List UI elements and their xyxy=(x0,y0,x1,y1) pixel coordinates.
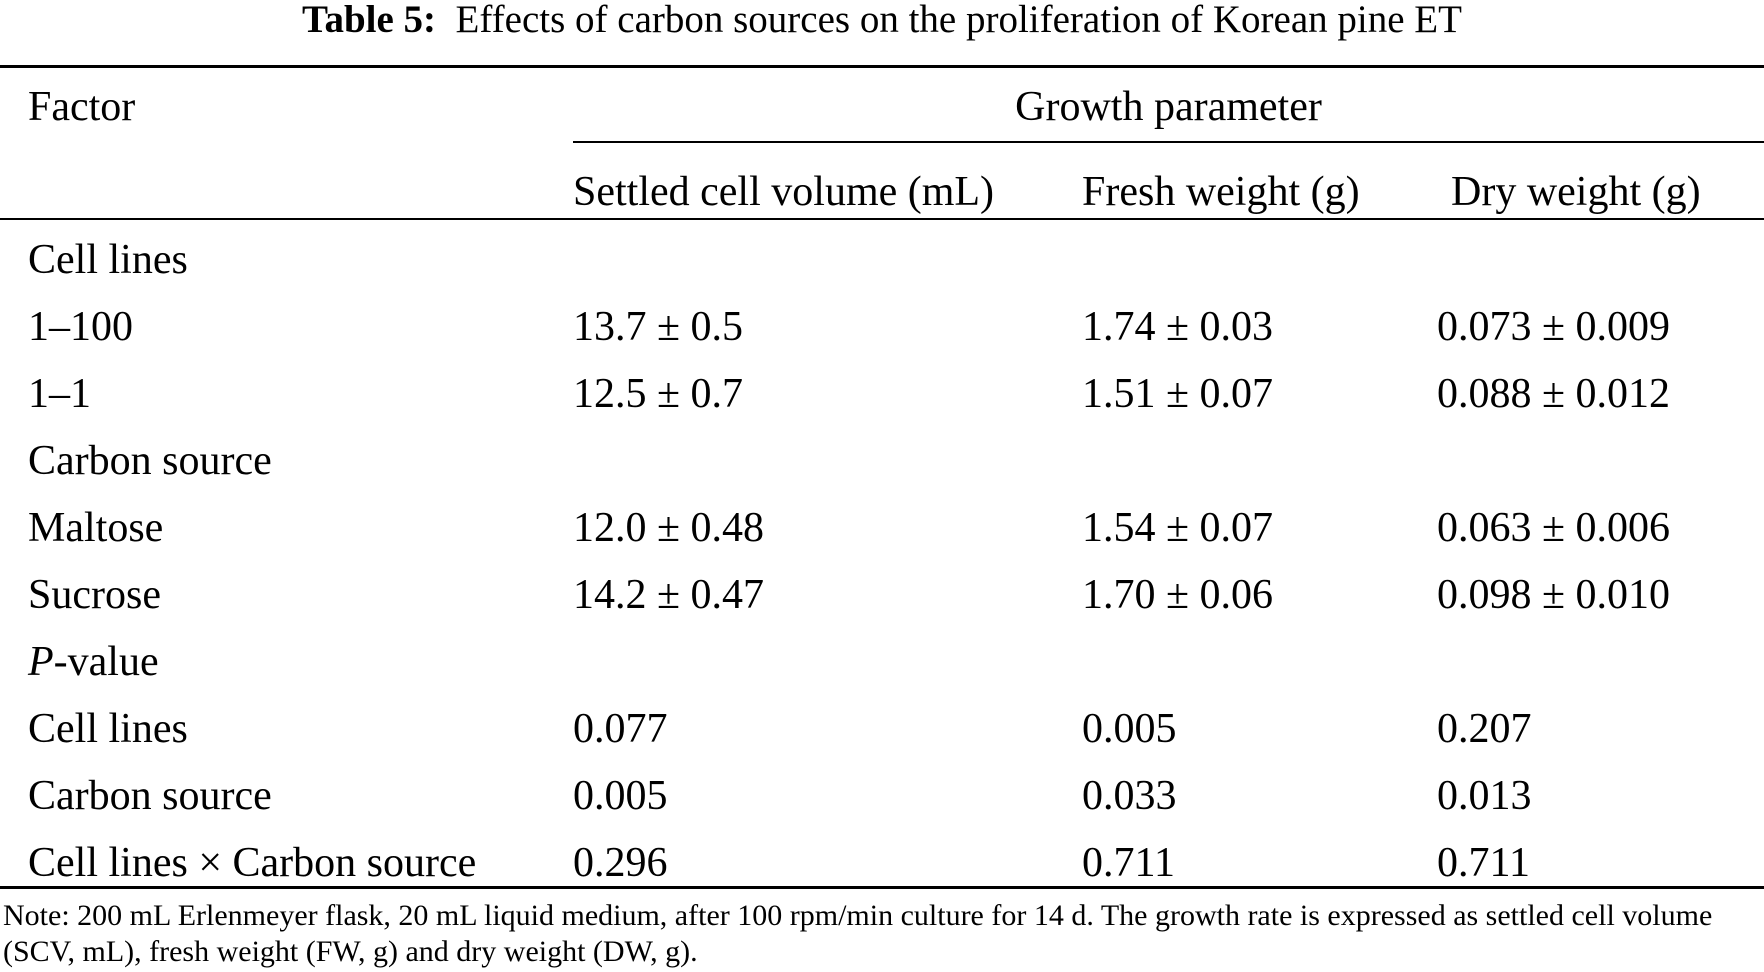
cell-fresh-weight: 0.005 xyxy=(1082,706,1177,752)
cell-fresh-weight: 1.74 ± 0.03 xyxy=(1082,304,1274,350)
row-label: Sucrose xyxy=(28,572,161,618)
row-label: Carbon source xyxy=(28,773,272,819)
cell-fresh-weight: 1.54 ± 0.07 xyxy=(1082,505,1274,551)
row-label: 1–1 xyxy=(28,371,91,417)
header-growth-parameter: Growth parameter xyxy=(1015,84,1322,130)
p-value-suffix: -value xyxy=(53,639,159,685)
header-dry-weight: Dry weight (g) xyxy=(1451,169,1701,215)
header-fresh-weight: Fresh weight (g) xyxy=(1082,169,1360,215)
cell-dry-weight: 0.063 ± 0.006 xyxy=(1437,505,1671,551)
cell-dry-weight: 0.098 ± 0.010 xyxy=(1437,572,1671,618)
cell-fresh-weight: 0.033 xyxy=(1082,773,1177,819)
group-rule xyxy=(573,141,1764,143)
row-label: Cell lines xyxy=(28,706,188,752)
cell-dry-weight: 0.073 ± 0.009 xyxy=(1437,304,1671,350)
cell-settled-cell-volume: 12.0 ± 0.48 xyxy=(573,505,765,551)
table-note: Note: 200 mL Erlenmeyer flask, 20 mL liq… xyxy=(3,899,1713,968)
cell-settled-cell-volume: 0.005 xyxy=(573,773,668,819)
row-label: Maltose xyxy=(28,505,164,551)
cell-dry-weight: 0.207 xyxy=(1437,706,1532,752)
bottom-rule xyxy=(0,886,1764,889)
table-title: Effects of carbon sources on the prolife… xyxy=(455,0,1462,41)
table-label: Table 5: xyxy=(302,0,437,41)
header-rule xyxy=(0,218,1764,220)
row-label: Cell lines xyxy=(28,237,188,283)
cell-dry-weight: 0.013 xyxy=(1437,773,1532,819)
row-label: 1–100 xyxy=(28,304,133,350)
cell-fresh-weight: 1.70 ± 0.06 xyxy=(1082,572,1274,618)
cell-settled-cell-volume: 12.5 ± 0.7 xyxy=(573,371,744,417)
header-factor: Factor xyxy=(28,84,136,130)
cell-fresh-weight: 1.51 ± 0.07 xyxy=(1082,371,1274,417)
top-rule xyxy=(0,65,1764,68)
row-label: Carbon source xyxy=(28,438,272,484)
header-settled-cell-volume: Settled cell volume (mL) xyxy=(573,169,995,215)
row-label: Cell lines × Carbon source xyxy=(28,840,477,886)
cell-dry-weight: 0.711 xyxy=(1437,840,1530,886)
cell-settled-cell-volume: 14.2 ± 0.47 xyxy=(573,572,765,618)
p-symbol: P xyxy=(28,639,54,685)
cell-settled-cell-volume: 0.296 xyxy=(573,840,668,886)
cell-dry-weight: 0.088 ± 0.012 xyxy=(1437,371,1671,417)
row-label-p-value: P-value xyxy=(28,638,159,686)
cell-settled-cell-volume: 0.077 xyxy=(573,706,668,752)
table-caption: Table 5: Effects of carbon sources on th… xyxy=(0,0,1764,40)
cell-settled-cell-volume: 13.7 ± 0.5 xyxy=(573,304,744,350)
cell-fresh-weight: 0.711 xyxy=(1082,840,1175,886)
